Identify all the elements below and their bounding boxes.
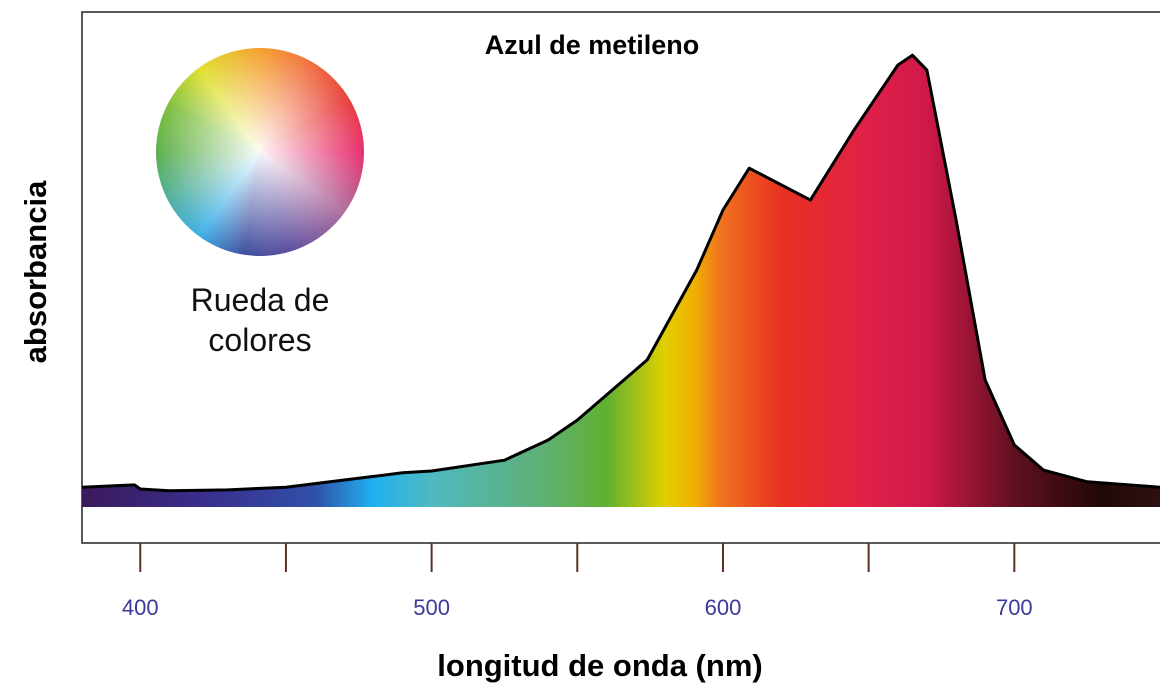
annotation: Rueda de colores <box>160 280 360 360</box>
y-axis-label: absorbancia <box>18 180 53 363</box>
x-tick-label: 400 <box>122 595 159 620</box>
x-tick-label: 500 <box>413 595 450 620</box>
page: Azul de metileno longitud de onda (nm) a… <box>0 0 1160 691</box>
x-axis-label: longitud de onda (nm) <box>437 648 762 683</box>
color-wheel <box>156 48 364 256</box>
chart-title: Azul de metileno <box>485 30 700 60</box>
x-tick-label: 600 <box>705 595 742 620</box>
x-tick-label: 700 <box>996 595 1033 620</box>
